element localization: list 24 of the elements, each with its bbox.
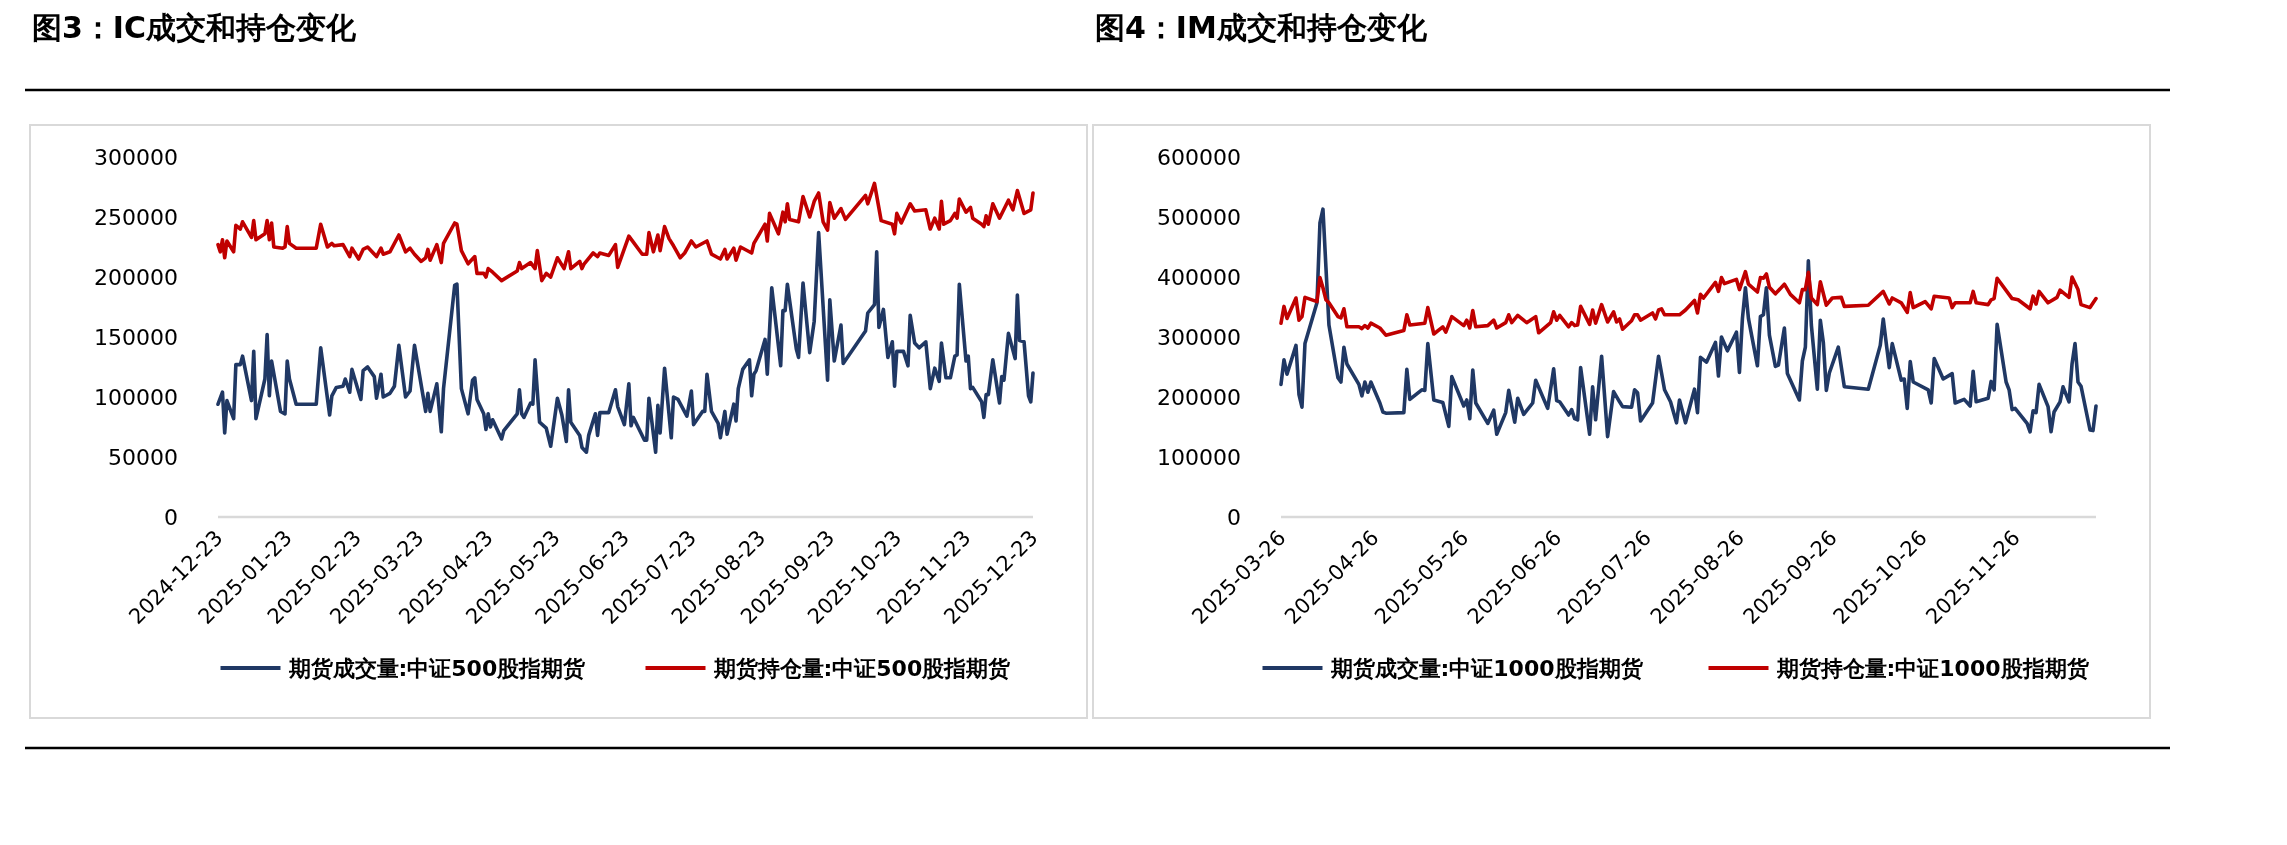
line-series	[216, 181, 1035, 283]
y-tick-label: 300000	[94, 145, 178, 170]
y-tick-label: 200000	[1157, 385, 1241, 410]
y-tick-label: 600000	[1157, 145, 1241, 170]
y-tick-label: 200000	[94, 265, 178, 290]
chart-title: 图3：IC成交和持仓变化	[32, 10, 358, 45]
chart-title: 图4：IM成交和持仓变化	[1095, 10, 1428, 45]
legend-label: 期货成交量:中证500股指期货	[287, 656, 586, 681]
y-tick-label: 150000	[94, 325, 178, 350]
legend-label: 期货持仓量:中证500股指期货	[712, 656, 1011, 681]
legend-label: 期货持仓量:中证1000股指期货	[1775, 656, 2089, 681]
line-series	[216, 230, 1035, 454]
line-series	[1279, 207, 2098, 439]
line-series	[1279, 269, 2098, 337]
y-tick-label: 50000	[108, 445, 178, 470]
y-tick-label: 0	[1227, 505, 1241, 530]
y-tick-label: 250000	[94, 205, 178, 230]
y-tick-label: 500000	[1157, 205, 1241, 230]
y-tick-label: 400000	[1157, 265, 1241, 290]
y-tick-label: 100000	[1157, 445, 1241, 470]
legend-label: 期货成交量:中证1000股指期货	[1329, 656, 1643, 681]
y-tick-label: 0	[164, 505, 178, 530]
y-tick-label: 300000	[1157, 325, 1241, 350]
y-tick-label: 100000	[94, 385, 178, 410]
